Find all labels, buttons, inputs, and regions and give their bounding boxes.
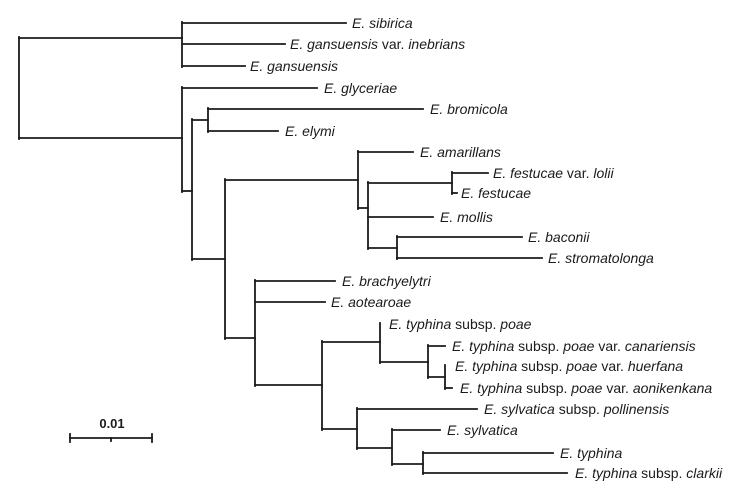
taxon-label: E. typhina subsp. poae var. huerfana [455,358,683,374]
taxon-label: E. sylvatica [447,422,518,438]
taxon-label: E. aotearoae [331,294,411,310]
taxon-label: E. elymi [285,123,336,139]
taxon-label: E. bromicola [430,101,508,117]
tree-branches [18,21,568,475]
taxon-label: E. glyceriae [324,80,397,96]
taxon-label: E. gansuensis var. inebrians [290,36,465,52]
taxon-label: E. mollis [440,209,493,225]
scale-bar: 0.01 [69,416,153,443]
taxon-label: E. sylvatica subsp. pollinensis [484,401,669,417]
taxon-label: E. typhina subsp. poae var. aonikenkana [460,380,712,396]
scale-bar-label: 0.01 [99,416,124,431]
taxon-label: E. sibirica [352,15,413,31]
taxon-label: E. festucae [461,185,531,201]
taxon-label: E. typhina subsp. poae var. canariensis [452,338,696,354]
taxon-label: E. amarillans [420,144,501,160]
taxon-label: E. stromatolonga [548,250,654,266]
taxon-label: E. typhina subsp. poae [389,316,532,332]
taxon-label: E. typhina [560,445,622,461]
taxon-label: E. typhina subsp. clarkii [575,465,723,481]
taxon-label: E. baconii [528,229,590,245]
taxon-label: E. festucae var. lolii [493,165,615,181]
taxon-labels: E. sibirica E. gansuensis var. inebrians E… [250,15,723,481]
taxon-label: E. brachyelytri [342,273,432,289]
taxon-label: E. gansuensis [250,58,338,74]
